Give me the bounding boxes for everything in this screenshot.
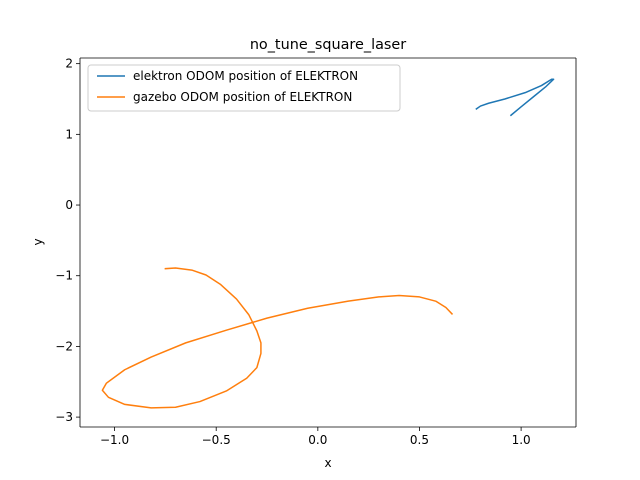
series-line-0	[475, 78, 555, 117]
y-tick-label: 2	[65, 57, 73, 71]
axes-layer: −1.0 −0.5 0.0 0.5 1.0 −3 −2 −1 0 1 2	[55, 57, 577, 447]
x-tick-label: 1.0	[512, 433, 531, 447]
legend-label: elektron ODOM position of ELEKTRON	[133, 69, 358, 83]
legend-label: gazebo ODOM position of ELEKTRON	[133, 90, 352, 104]
y-tick-label: 0	[65, 198, 73, 212]
legend-box	[87, 64, 401, 112]
y-tick-label: −2	[55, 339, 73, 353]
plot-background	[80, 58, 576, 427]
plot-area	[80, 58, 576, 427]
x-axis-label: x	[324, 456, 331, 470]
y-tick-label: −1	[55, 269, 73, 283]
series-line-1	[101, 267, 454, 409]
y-tick-label: 1	[65, 127, 73, 141]
y-axis-label: y	[31, 238, 45, 245]
x-tick-label: 0.0	[308, 433, 327, 447]
series-layer	[101, 78, 555, 409]
x-tick-label: −0.5	[202, 433, 231, 447]
y-tick-label: −3	[55, 410, 73, 424]
chart-title: no_tune_square_laser	[250, 37, 406, 53]
legend: elektron ODOM position of ELEKTRON gazebo…	[87, 64, 401, 112]
x-tick-label: −1.0	[100, 433, 129, 447]
x-tick-label: 0.5	[410, 433, 429, 447]
